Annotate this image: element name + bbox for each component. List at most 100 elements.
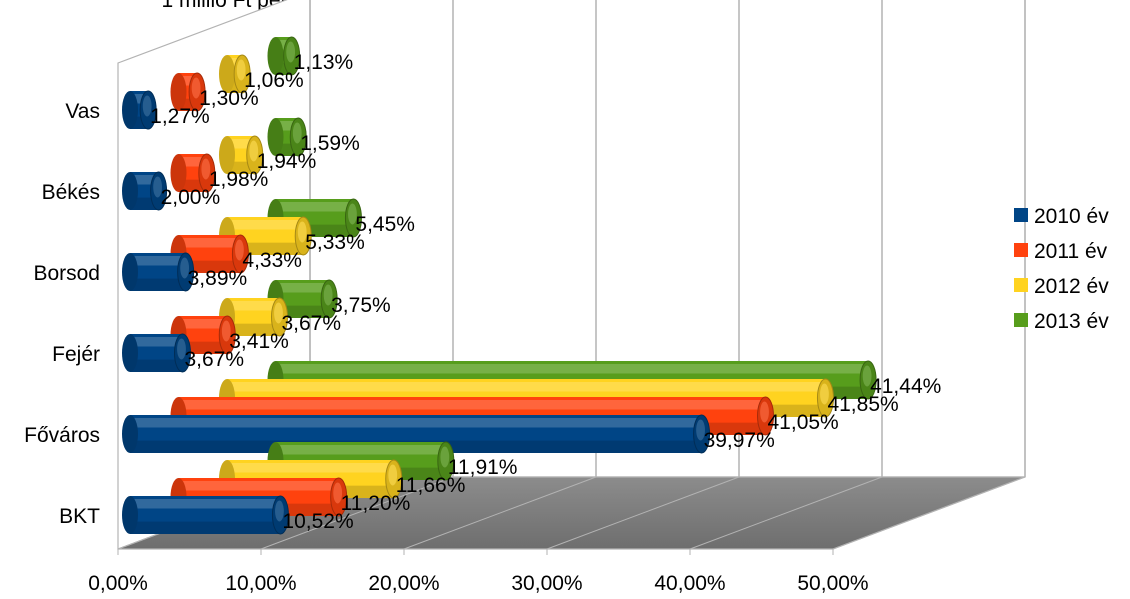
bar-highlight — [275, 364, 869, 374]
bar-end-highlight — [274, 302, 283, 324]
bar-start-cap — [122, 172, 138, 210]
bar-start-cap — [219, 136, 235, 174]
bar-shade — [130, 359, 183, 372]
bar-highlight — [275, 40, 292, 50]
x-tick-label: 40,00% — [654, 572, 725, 595]
data-label: 3,67% — [281, 312, 341, 335]
floor-gridline — [403, 476, 597, 550]
floor-gridline — [260, 476, 454, 550]
bar — [219, 135, 264, 175]
bar-end-highlight — [760, 401, 769, 423]
bar — [267, 117, 307, 157]
bar-end-highlight — [696, 419, 705, 441]
data-label: 1,98% — [209, 168, 269, 191]
x-tick-label: 50,00% — [797, 572, 868, 595]
bar-start-cap — [267, 37, 284, 75]
bar-highlight — [178, 400, 766, 410]
category-axis: Vas Békés Borsod Fejér Főváros BKT — [24, 100, 100, 528]
category-label: Vas — [65, 100, 100, 123]
legend-swatch — [1014, 278, 1028, 292]
bar-end-highlight — [348, 203, 357, 225]
bar-start-cap — [219, 55, 235, 93]
bar-end-highlight — [292, 122, 302, 144]
bar-shade — [130, 278, 186, 291]
data-label: 3,41% — [229, 330, 289, 353]
data-label: 1,06% — [244, 69, 304, 92]
bar-highlight — [227, 58, 243, 68]
bar-end-highlight — [235, 239, 244, 261]
bar-end-highlight — [440, 446, 450, 468]
x-tick-label: 10,00% — [225, 572, 296, 595]
bar-highlight — [130, 418, 702, 428]
legend-label: 2011 év — [1034, 240, 1108, 263]
bar — [122, 495, 289, 535]
bar-end-highlight — [333, 482, 343, 504]
bar — [122, 90, 157, 130]
bar — [219, 54, 251, 94]
bar — [170, 72, 206, 112]
bar-end-highlight — [297, 221, 307, 243]
bar-end-highlight — [177, 338, 186, 360]
data-label: 39,97% — [704, 429, 775, 452]
bar-shade — [130, 521, 281, 534]
category-label: Békés — [42, 181, 100, 204]
bar-start-cap — [122, 415, 138, 453]
bar-highlight — [227, 139, 255, 149]
category-label: Fejér — [52, 343, 100, 366]
bar-end-highlight — [388, 464, 398, 486]
bar — [267, 36, 301, 76]
data-labels: 1,13%1,06%1,30%1,27% 1,59%1,94%1,98%2,00%… — [150, 51, 941, 533]
data-label: 1,30% — [199, 87, 259, 110]
bar-end-highlight — [236, 59, 246, 81]
bar-highlight — [178, 481, 339, 491]
bar-highlight — [275, 121, 299, 131]
bar — [122, 333, 191, 373]
bar-start-cap — [170, 73, 187, 111]
data-label: 41,44% — [870, 375, 941, 398]
bar — [170, 153, 216, 193]
data-label: 11,66% — [396, 474, 466, 497]
data-label: 3,75% — [331, 294, 391, 317]
category-label: Borsod — [33, 262, 100, 285]
data-label: 1,13% — [294, 51, 354, 74]
bar-highlight — [178, 319, 228, 329]
bar-highlight — [130, 256, 186, 266]
legend-label: 2012 év — [1034, 275, 1109, 298]
category-label: BKT — [59, 505, 100, 528]
legend-swatch — [1014, 313, 1028, 327]
data-label: 5,45% — [355, 213, 415, 236]
category-label: Főváros — [24, 424, 100, 447]
legend-label: 2013 év — [1034, 310, 1109, 333]
data-label: 3,89% — [188, 267, 248, 290]
bar-end-highlight — [191, 77, 201, 99]
data-label: 3,67% — [184, 348, 244, 371]
data-label: 11,91% — [448, 456, 518, 479]
bar-end-highlight — [153, 176, 163, 198]
bar-start-cap — [122, 253, 138, 291]
legend: 2010 év 2011 év 2012 év 2013 év — [1014, 205, 1109, 333]
floor-gridline — [832, 476, 1026, 550]
bar-end-highlight — [820, 383, 829, 405]
bar-end-highlight — [275, 500, 284, 522]
bar-highlight — [227, 382, 826, 392]
bar-highlight — [130, 499, 281, 509]
x-tick-label: 30,00% — [511, 572, 582, 595]
bar-highlight — [130, 175, 159, 185]
data-label: 1,59% — [300, 132, 360, 155]
bar-end-highlight — [862, 365, 872, 387]
bar-start-cap — [170, 154, 187, 192]
legend-swatch — [1014, 208, 1028, 222]
bar-shade — [227, 323, 280, 336]
value-axis: 0,00% 10,00% 20,00% 30,00% 40,00% 50,00% — [88, 572, 868, 595]
legend-swatch — [1014, 243, 1028, 257]
data-label: 5,33% — [305, 231, 365, 254]
bar-end-highlight — [180, 257, 190, 279]
bar-highlight — [227, 301, 280, 311]
data-label: 41,05% — [768, 411, 839, 434]
bar-highlight — [275, 202, 354, 212]
bar-end-highlight — [323, 284, 333, 306]
bar-end-highlight — [221, 320, 231, 342]
bar-highlight — [275, 445, 446, 455]
x-tick-label: 20,00% — [368, 572, 439, 595]
